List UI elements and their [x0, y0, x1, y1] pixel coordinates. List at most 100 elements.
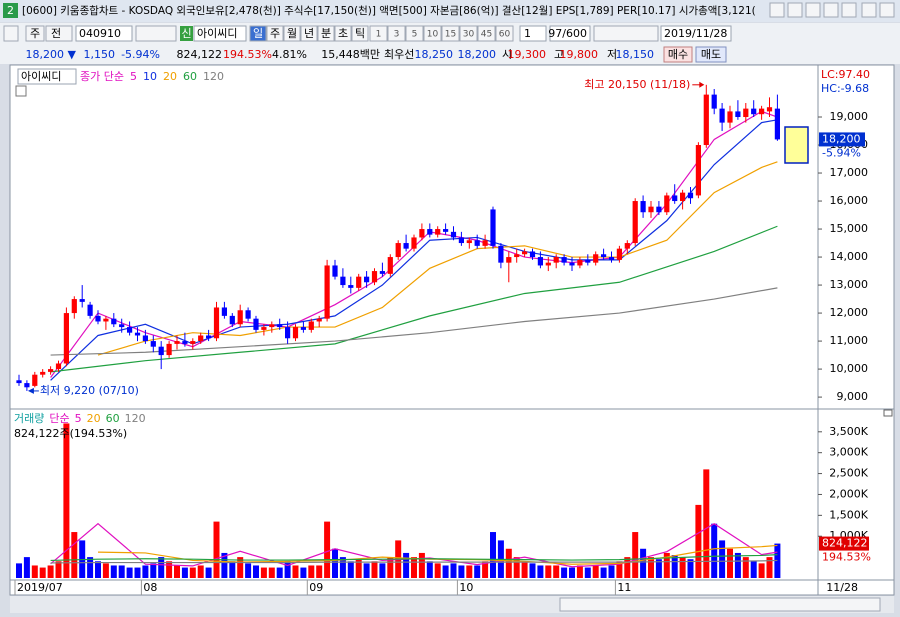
quote-high: 19,800 [560, 48, 599, 61]
candle-body [687, 192, 694, 199]
period-button[interactable] [266, 25, 284, 42]
ctl-6[interactable] [861, 2, 877, 18]
y-tick-label: 14,000 [830, 250, 869, 263]
ctl-5[interactable] [841, 2, 857, 18]
period-button[interactable] [249, 25, 267, 42]
period-button[interactable] [317, 25, 335, 42]
ctl-7[interactable] [879, 2, 895, 18]
grid-icon[interactable] [15, 85, 27, 97]
volume-legend-entry: 60 [106, 412, 120, 425]
candle-body [735, 111, 741, 118]
volume-bar [426, 561, 433, 578]
volume-bar [332, 548, 338, 578]
volume-bar [71, 532, 78, 578]
tool-icons[interactable] [593, 25, 659, 42]
candle-body [158, 346, 164, 356]
interval: 15 [445, 30, 456, 40]
sell-button[interactable] [695, 46, 727, 63]
scroll-controls[interactable] [559, 597, 881, 612]
volume-bar [640, 548, 647, 578]
candle-body [593, 254, 599, 263]
code-input[interactable] [75, 25, 133, 42]
y-tick-label: 16,000 [830, 194, 869, 207]
date-input[interactable] [660, 25, 732, 42]
interval-button[interactable] [477, 25, 496, 42]
volume-bar [616, 561, 623, 578]
candle-body [403, 243, 409, 249]
period-button[interactable] [283, 25, 301, 42]
candle-body [340, 276, 346, 286]
candle-body [545, 262, 551, 266]
volume-bar [482, 561, 489, 578]
volume-bar [434, 563, 441, 578]
volume-bar [679, 557, 686, 578]
interval-button[interactable] [369, 25, 388, 42]
interval-button[interactable] [405, 25, 424, 42]
interval: 60 [499, 30, 511, 40]
volume-bar [703, 469, 710, 578]
quote-amount: 15,448백만 [321, 48, 380, 61]
volume-bar [537, 565, 544, 578]
panel-control[interactable] [883, 409, 893, 417]
volume-bar [324, 521, 331, 578]
mode-button[interactable] [45, 25, 73, 42]
volume-bar [205, 567, 212, 578]
volume-bar [379, 563, 386, 578]
market-button[interactable] [25, 25, 45, 42]
volume-bar [47, 565, 54, 578]
volume-bar [758, 563, 765, 578]
volume-bar [118, 565, 125, 578]
candle-body [213, 307, 220, 339]
interval-button[interactable] [423, 25, 442, 42]
interval-button[interactable] [459, 25, 478, 42]
volume-bar [719, 540, 726, 578]
period: 틱 [355, 27, 365, 40]
volume-bar [466, 565, 473, 578]
moving-average [50, 287, 778, 356]
quote-price: 18,200 ▼ [26, 48, 77, 61]
candle-body [387, 257, 393, 274]
interval-button[interactable] [387, 25, 406, 42]
toolbar-icon[interactable] [3, 25, 19, 42]
candle-body [371, 271, 378, 283]
interval-button[interactable] [495, 25, 514, 42]
period-button[interactable] [351, 25, 369, 42]
name-tag [17, 68, 77, 85]
ctl-2[interactable] [787, 2, 803, 18]
window-controls[interactable] [769, 2, 895, 18]
quote-low: 18,150 [616, 48, 655, 61]
candle-body [182, 341, 188, 344]
candle-body [695, 145, 701, 196]
unit-input[interactable] [519, 25, 547, 42]
volume-bar [213, 521, 220, 578]
volume-bar [150, 563, 157, 578]
ctl-3[interactable] [805, 2, 821, 18]
volume-bar [529, 563, 536, 578]
y-tick-label: 2,000K [829, 487, 868, 500]
count-input[interactable] [549, 25, 591, 42]
last-rate: -5.94% [822, 146, 861, 159]
candle-body [364, 276, 370, 283]
candle-body [490, 209, 496, 246]
quote-open-label: 시 [502, 48, 512, 61]
legend-entry: 60 [183, 70, 197, 83]
candle-body [190, 341, 196, 344]
ctl-1[interactable] [769, 2, 785, 18]
period-button[interactable] [334, 25, 352, 42]
candle-body [395, 243, 401, 258]
interval-button[interactable] [441, 25, 460, 42]
toolbar-icons[interactable] [135, 25, 177, 42]
interval-buttons[interactable]: 1 3 5 10 15 30 45 60 [369, 25, 514, 42]
candle-body [466, 240, 472, 244]
candle-body [95, 315, 101, 322]
candle-body [766, 107, 773, 112]
candle-body [71, 299, 77, 314]
buy-button[interactable] [663, 46, 693, 63]
ctl-4[interactable] [823, 2, 839, 18]
volume-bar [158, 557, 165, 578]
candle-body [253, 318, 259, 330]
period-button[interactable] [300, 25, 318, 42]
volume-bar [561, 567, 568, 578]
candle-body [142, 335, 148, 342]
